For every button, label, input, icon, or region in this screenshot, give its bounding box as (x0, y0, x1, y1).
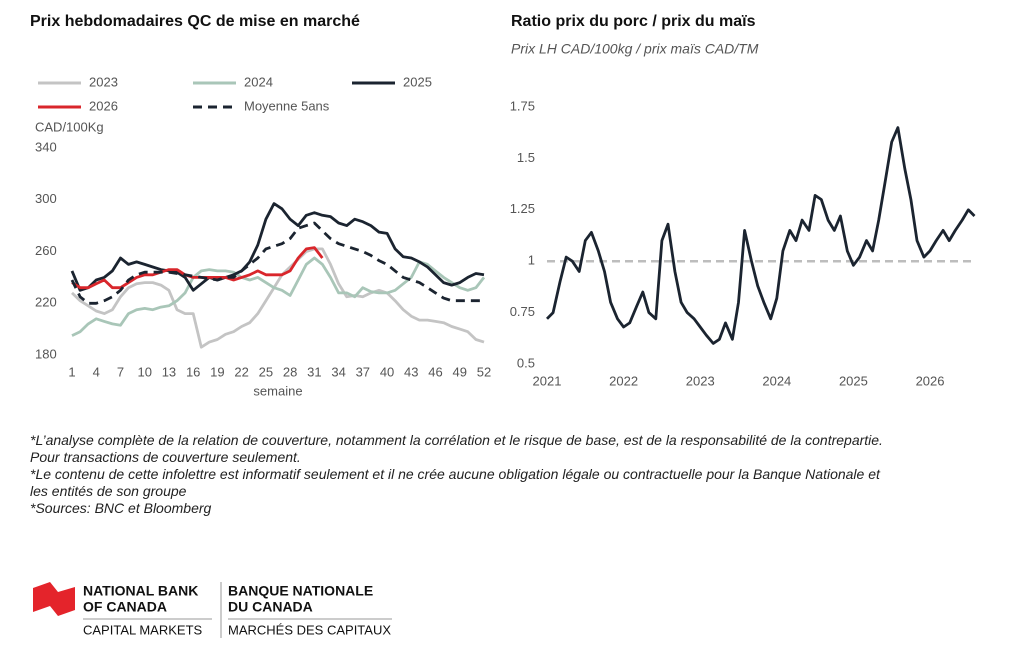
footnote: *Sources: BNC et Bloomberg (30, 500, 212, 516)
x-tick-label: 19 (210, 364, 224, 379)
series-line (546, 126, 976, 345)
logo-text: OF CANADA (83, 599, 167, 615)
footnotes: *L’analyse complète de la relation de co… (30, 432, 890, 517)
footnote: *Le contenu de cette infolettre est info… (30, 466, 880, 499)
y-tick-label: 300 (35, 191, 57, 206)
x-tick-label: 13 (162, 364, 176, 379)
x-tick-label: 1 (68, 364, 75, 379)
y-tick-label: 1.25 (510, 201, 535, 216)
series-line (71, 256, 486, 337)
y-tick-label: 260 (35, 243, 57, 258)
logo: NATIONAL BANK OF CANADA CAPITAL MARKETS … (33, 582, 392, 638)
x-tick-label: 10 (137, 364, 151, 379)
legend-label: 2025 (403, 74, 432, 89)
y-tick-label: 1.5 (517, 150, 535, 165)
x-tick-label: 43 (404, 364, 418, 379)
y-axis-label: CAD/100Kg (35, 119, 104, 134)
x-tick-label: 49 (453, 364, 467, 379)
legend-label: 2023 (89, 74, 118, 89)
x-tick-label: 34 (331, 364, 345, 379)
x-tick-label: 28 (283, 364, 297, 379)
x-tick-label: 2021 (533, 373, 562, 388)
x-tick-label: 31 (307, 364, 321, 379)
logo-text: NATIONAL BANK (83, 583, 198, 599)
y-tick-label: 180 (35, 346, 57, 361)
legend-label: Moyenne 5ans (244, 98, 330, 113)
x-tick-label: 46 (428, 364, 442, 379)
y-tick-label: 1.75 (510, 98, 535, 113)
x-tick-label: 25 (259, 364, 273, 379)
chart-title: Ratio prix du porc / prix du maïs (511, 13, 756, 30)
x-tick-label: 52 (477, 364, 491, 379)
x-tick-label: 7 (117, 364, 124, 379)
chart-subtitle: Prix LH CAD/100kg / prix maïs CAD/TM (511, 41, 759, 57)
logo-flag (33, 582, 75, 616)
x-tick-label: 2023 (686, 373, 715, 388)
y-tick-label: 0.5 (517, 355, 535, 370)
x-tick-label: 16 (186, 364, 200, 379)
x-tick-label: 22 (234, 364, 248, 379)
y-tick-label: 340 (35, 139, 57, 154)
logo-text: DU CANADA (228, 599, 313, 615)
x-tick-label: 2026 (916, 373, 945, 388)
legend-label: 2026 (89, 98, 118, 113)
logo-text: CAPITAL MARKETS (83, 622, 203, 637)
x-tick-label: 2024 (762, 373, 791, 388)
x-tick-label: 40 (380, 364, 394, 379)
logo-text: BANQUE NATIONALE (228, 583, 373, 599)
legend-label: 2024 (244, 74, 273, 89)
x-tick-label: 2025 (839, 373, 868, 388)
x-tick-label: 4 (93, 364, 100, 379)
x-axis-label: semaine (253, 383, 302, 398)
series-line (71, 247, 485, 349)
y-tick-label: 220 (35, 295, 57, 310)
y-tick-label: 0.75 (510, 304, 535, 319)
series-line (70, 202, 485, 292)
series-line (71, 246, 324, 290)
y-tick-label: 1 (528, 253, 535, 268)
series-line (70, 221, 484, 305)
x-tick-label: 37 (356, 364, 370, 379)
x-tick-label: 2022 (609, 373, 638, 388)
logo-text: MARCHÉS DES CAPITAUX (228, 622, 391, 637)
footnote: *L’analyse complète de la relation de co… (30, 432, 883, 465)
charts: Prix hebdomadaires QC de mise en marché C… (30, 13, 976, 398)
chart-title: Prix hebdomadaires QC de mise en marché (30, 13, 360, 30)
